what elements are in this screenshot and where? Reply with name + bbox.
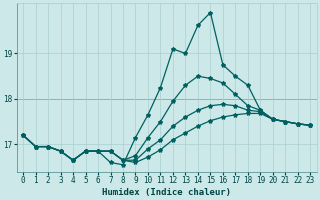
- X-axis label: Humidex (Indice chaleur): Humidex (Indice chaleur): [102, 188, 231, 197]
